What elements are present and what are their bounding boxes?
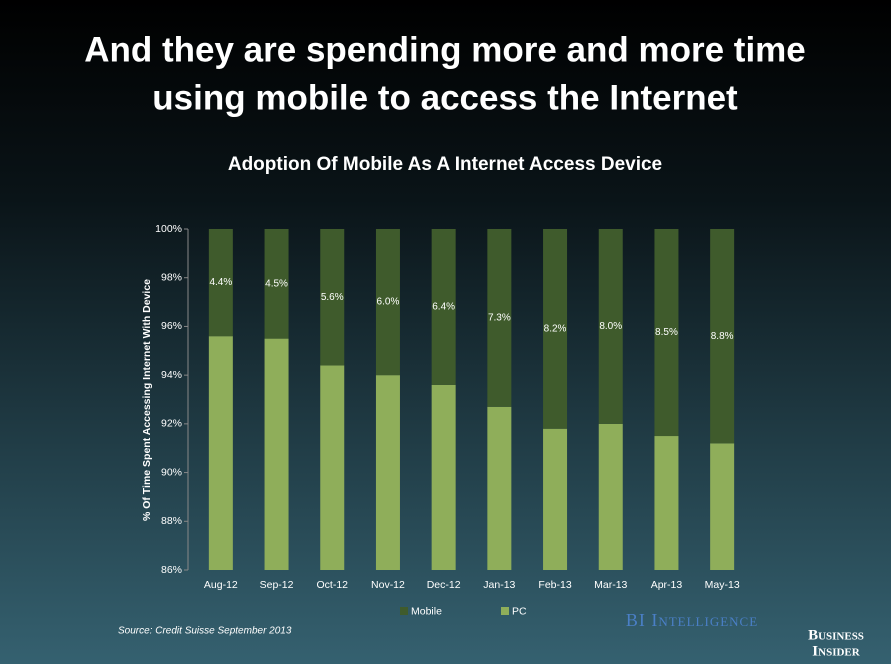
bar-segment xyxy=(598,229,623,424)
source: Source: Credit Suisse September 2013 xyxy=(118,626,292,637)
bar-segment xyxy=(431,229,456,385)
y-tick-label: 88% xyxy=(161,515,182,527)
y-tick-label: 92% xyxy=(161,418,182,430)
bar-segment xyxy=(654,436,679,570)
x-tick-label: Apr-13 xyxy=(651,579,683,591)
bar-segment xyxy=(375,375,400,570)
data-label: 6.0% xyxy=(377,297,400,308)
x-tick-label: Oct-12 xyxy=(316,579,348,591)
legend-label: PC xyxy=(512,605,527,617)
publisher: Insider xyxy=(812,643,860,659)
legend-swatch xyxy=(501,607,509,615)
brand: BI Intelligence xyxy=(626,610,758,630)
y-tick-label: 90% xyxy=(161,466,182,478)
data-label: 8.0% xyxy=(599,321,622,332)
bar-segment xyxy=(320,229,345,366)
bar-segment xyxy=(487,406,512,570)
x-tick-label: Dec-12 xyxy=(427,579,461,591)
x-tick-label: Feb-13 xyxy=(538,579,571,591)
chart-title: Adoption Of Mobile As A Internet Access … xyxy=(228,154,662,175)
x-tick-label: Mar-13 xyxy=(594,579,627,591)
data-label: 6.4% xyxy=(432,302,455,313)
bar-segment xyxy=(487,229,512,407)
bar-segment xyxy=(710,229,735,444)
bar-segment xyxy=(543,229,568,429)
bar-segment xyxy=(264,229,289,339)
x-tick-label: Aug-12 xyxy=(204,579,238,591)
data-label: 4.4% xyxy=(209,277,232,288)
bar-segment xyxy=(654,229,679,437)
y-tick-label: 94% xyxy=(161,369,182,381)
bar-segment xyxy=(208,336,233,570)
x-tick-label: May-13 xyxy=(705,579,740,591)
y-tick-label: 98% xyxy=(161,271,182,283)
x-tick-label: Jan-13 xyxy=(483,579,515,591)
bar-segment xyxy=(375,229,400,376)
bar-segment xyxy=(543,428,568,570)
bar-segment xyxy=(264,338,289,570)
legend-swatch xyxy=(400,607,408,615)
x-tick-label: Sep-12 xyxy=(260,579,294,591)
y-axis-label: % Of Time Spent Accessing Internet With … xyxy=(141,279,153,521)
data-label: 5.6% xyxy=(321,292,344,303)
headline: And they are spending more and more time xyxy=(84,30,806,69)
data-label: 4.5% xyxy=(265,278,288,289)
publisher: Business xyxy=(808,627,864,643)
data-label: 7.3% xyxy=(488,313,511,324)
data-label: 8.8% xyxy=(711,331,734,342)
data-label: 8.5% xyxy=(655,327,678,338)
y-tick-label: 96% xyxy=(161,320,182,332)
y-tick-label: 86% xyxy=(161,564,182,576)
bar-segment xyxy=(208,229,233,337)
bar-segment xyxy=(710,443,735,570)
data-label: 8.2% xyxy=(544,324,567,335)
bar-segment xyxy=(598,423,623,570)
y-tick-label: 100% xyxy=(155,223,182,235)
legend-label: Mobile xyxy=(411,605,442,617)
headline: using mobile to access the Internet xyxy=(152,78,738,117)
bar-segment xyxy=(320,365,345,570)
x-tick-label: Nov-12 xyxy=(371,579,405,591)
bar-segment xyxy=(431,384,456,570)
